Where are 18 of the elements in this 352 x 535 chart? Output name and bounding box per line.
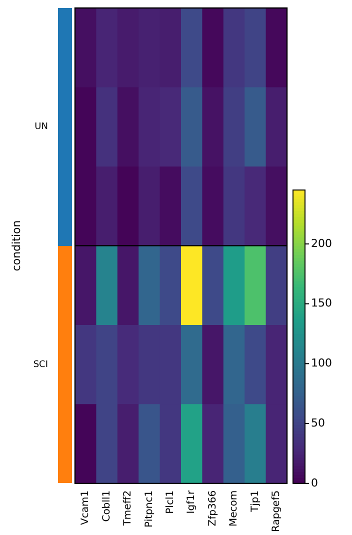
x-tick-label: Rapgef5 — [270, 490, 282, 532]
color-bar-label: 100 — [311, 356, 332, 370]
color-bar-label: 150 — [311, 296, 332, 310]
x-tick-label: Cobll1 — [101, 490, 112, 522]
x-tick-label: Tmeff2 — [122, 490, 134, 527]
x-tick-label: Vcam1 — [80, 490, 92, 525]
text: SCI — [33, 360, 48, 370]
x-tick-label: Pitpnc1 — [144, 490, 155, 528]
x-tick-label: Zfp366 — [207, 490, 218, 526]
color-bar-label: 200 — [311, 236, 332, 250]
x-tick-label: Igf1r — [186, 490, 198, 514]
color-bar-label: 0 — [311, 476, 318, 490]
x-tick-label: Plcl1 — [164, 490, 176, 514]
text: UN — [34, 122, 48, 132]
y-axis-title: condition — [10, 220, 23, 272]
x-tick-label: Mecom — [228, 490, 240, 527]
x-tick-label: Tjp1 — [250, 490, 261, 514]
color-bar-label: 50 — [311, 416, 325, 430]
